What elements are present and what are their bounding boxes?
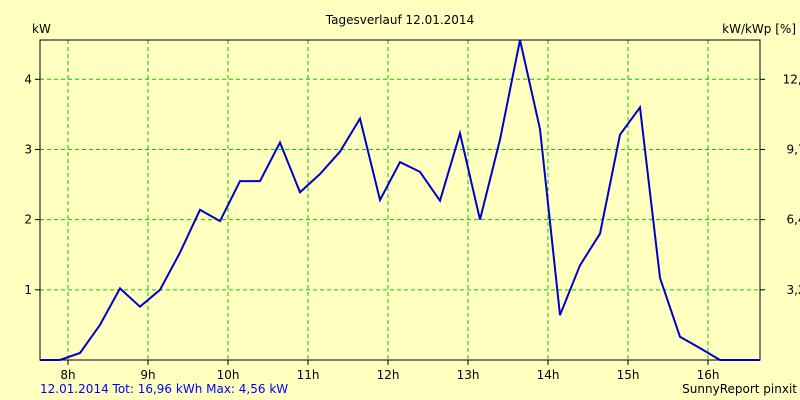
axis-labels: 8h 9h 10h 11h 12h 13h 14h 15h 16h 1 3,2 2 6,4 3 9,7 4 12… (24, 72, 800, 382)
x-tick-label: 11h (297, 368, 320, 382)
x-tick-label: 9h (140, 368, 155, 382)
y-tick-label-right: 3,2 (786, 283, 800, 297)
y-tick-label-left: 1 (24, 283, 32, 297)
series-line (40, 39, 760, 361)
y-axis-right-label: kW/kWp [%] (722, 22, 796, 36)
footer-brand: SunnyReport pinxit (682, 382, 797, 396)
y-tick-label-right: 6,4 (786, 213, 800, 227)
chart-title: Tagesverlauf 12.01.2014 (325, 13, 474, 27)
x-tick-label: 8h (60, 368, 75, 382)
tick-marks (35, 78, 765, 365)
y-tick-label-right: 12,9 (783, 72, 800, 86)
plot-frame (39, 39, 761, 361)
x-tick-label: 13h (457, 368, 480, 382)
x-tick-label: 14h (537, 368, 560, 382)
footer-summary: 12.01.2014 Tot: 16,96 kWh Max: 4,56 kW (40, 382, 288, 396)
x-tick-label: 10h (217, 368, 240, 382)
x-tick-label: 12h (377, 368, 400, 382)
x-tick-label: 16h (697, 368, 720, 382)
x-tick-label: 15h (617, 368, 640, 382)
y-tick-label-left: 3 (24, 142, 32, 156)
y-axis-left-label: kW (32, 22, 51, 36)
y-tick-label-right: 9,7 (786, 142, 800, 156)
y-tick-label-left: 4 (24, 72, 32, 86)
y-tick-label-left: 2 (24, 213, 32, 227)
